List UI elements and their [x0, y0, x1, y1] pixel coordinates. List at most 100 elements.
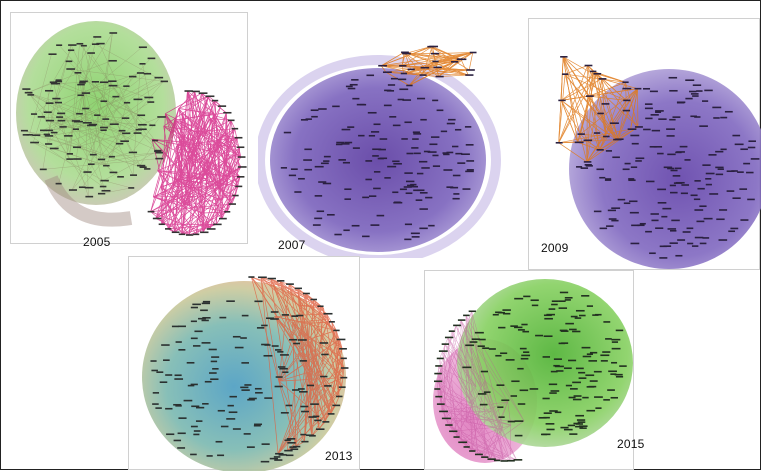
node-marker	[184, 90, 193, 92]
node-marker	[201, 319, 209, 322]
node-marker	[128, 187, 135, 189]
node-marker	[275, 452, 284, 455]
node-marker	[429, 45, 439, 48]
edge-line	[225, 112, 228, 212]
node-marker	[565, 322, 574, 325]
node-marker	[152, 217, 162, 220]
edge-line	[25, 88, 148, 170]
node-marker	[128, 75, 137, 78]
node-marker	[406, 84, 413, 87]
node-marker	[453, 193, 460, 195]
node-marker	[49, 147, 59, 150]
node-marker	[300, 405, 309, 408]
edge-line	[588, 95, 627, 101]
node-marker	[243, 433, 251, 435]
edge-line	[313, 299, 320, 430]
node-marker	[173, 439, 182, 442]
node-marker	[137, 114, 146, 117]
node-marker	[497, 406, 504, 409]
node-marker	[344, 188, 352, 191]
node-marker	[517, 403, 526, 405]
edge-line	[562, 56, 639, 128]
edge-line	[140, 116, 161, 125]
node-marker	[667, 167, 675, 170]
node-marker	[607, 389, 615, 391]
cluster-halo	[258, 55, 501, 258]
node-marker	[446, 186, 454, 188]
node-marker	[726, 190, 735, 192]
edge-line	[270, 278, 297, 447]
edge-line	[187, 177, 239, 187]
node-marker	[121, 117, 130, 119]
node-marker	[404, 172, 413, 174]
node-marker	[572, 381, 581, 384]
edge-line	[560, 56, 564, 101]
node-marker	[520, 357, 529, 360]
edge-line	[260, 277, 280, 382]
node-marker	[400, 72, 408, 75]
node-marker	[569, 328, 577, 331]
node-marker	[432, 60, 439, 63]
edge-line	[90, 152, 159, 165]
node-marker	[30, 113, 38, 115]
edge-line	[48, 120, 120, 144]
edge-line	[380, 65, 387, 73]
edge-line	[42, 130, 50, 170]
node-marker	[276, 280, 285, 282]
node-marker	[285, 404, 293, 407]
node-marker	[691, 245, 699, 247]
cluster-links	[44, 175, 133, 227]
node-marker	[320, 375, 328, 378]
node-marker	[705, 178, 712, 180]
node-marker	[657, 152, 664, 155]
node-marker	[404, 121, 412, 124]
node-marker	[57, 112, 66, 115]
node-marker	[430, 52, 440, 55]
edge-line	[577, 142, 600, 151]
node-marker	[393, 162, 402, 165]
node-marker	[139, 63, 146, 65]
network-panel-2005: 2005	[10, 12, 248, 249]
node-marker	[514, 420, 524, 422]
node-marker	[543, 416, 550, 419]
node-marker	[696, 220, 705, 223]
node-marker	[477, 393, 487, 395]
edge-line	[202, 213, 205, 233]
node-marker	[469, 51, 477, 54]
edge-line	[231, 195, 236, 205]
node-marker	[404, 238, 412, 241]
node-marker	[30, 141, 39, 144]
edge-line	[561, 100, 607, 137]
node-marker	[500, 460, 508, 462]
node-marker	[97, 158, 106, 161]
node-marker	[514, 326, 523, 329]
node-marker	[392, 191, 399, 194]
node-marker	[410, 185, 418, 188]
edge-line	[48, 72, 140, 104]
node-marker	[210, 378, 219, 381]
node-marker	[202, 403, 209, 405]
node-marker	[206, 455, 213, 457]
node-marker	[558, 300, 566, 302]
node-marker	[274, 385, 283, 388]
node-marker	[117, 176, 124, 178]
node-marker	[630, 242, 640, 245]
node-marker	[570, 315, 578, 318]
node-marker	[277, 351, 284, 353]
node-marker	[545, 423, 555, 425]
edge-line	[331, 321, 337, 331]
edge-line	[27, 92, 63, 128]
node-marker	[405, 180, 415, 183]
node-marker	[310, 109, 319, 112]
node-marker	[680, 192, 688, 195]
node-marker	[746, 171, 754, 174]
node-marker	[463, 314, 470, 317]
network-panel-2009: 2009	[528, 18, 761, 270]
edge-line	[103, 81, 112, 131]
node-marker	[469, 450, 476, 452]
node-marker	[599, 176, 606, 179]
node-marker	[373, 123, 381, 126]
node-marker	[326, 213, 335, 216]
edge-line	[335, 330, 344, 378]
node-marker	[617, 198, 626, 201]
